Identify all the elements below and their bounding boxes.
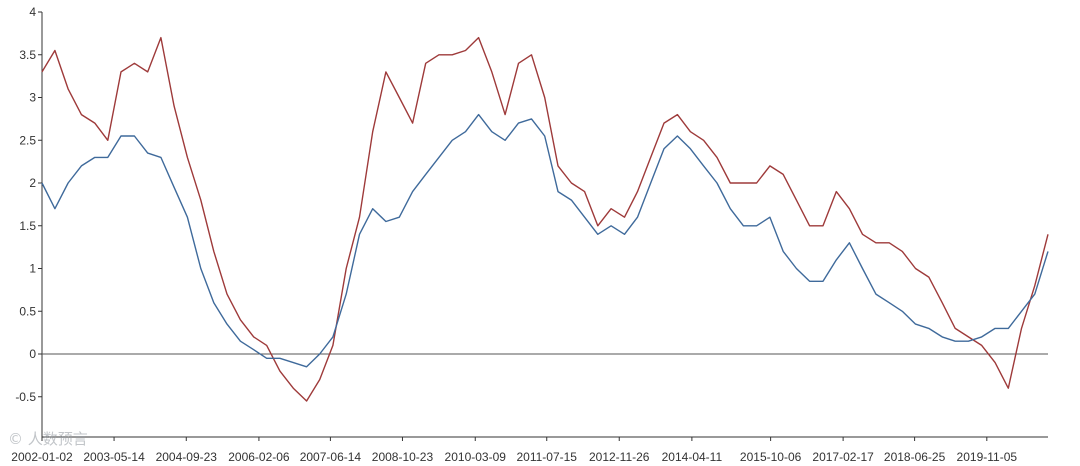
x-tick-label: 2011-07-15 [516,450,577,464]
x-tick-label: 2012-11-26 [589,450,650,464]
x-tick-label: 2008-10-23 [372,450,434,464]
x-tick-label: 2002-01-02 [11,450,73,464]
series-line-2 [41,113,1049,368]
x-tick-label: 2015-10-06 [740,450,802,464]
y-tick-label: 2 [29,176,36,190]
x-tick-label: 2010-03-09 [445,450,507,464]
x-tick-label: 2017-02-17 [812,450,874,464]
x-tick-label: 2014-04-11 [662,450,723,464]
y-tick-label: 3.5 [19,48,36,62]
y-axis: 4 3.5 3 2.5 2 1.5 1 0.5 0 -0.5 [15,5,43,437]
y-tick-label: -0.5 [15,390,36,404]
y-tick-label: 4 [29,5,36,19]
series-layer [41,36,1049,402]
x-tick-label: 2018-06-25 [884,450,946,464]
y-tick-label: 3 [29,91,36,105]
x-tick-label: 2007-06-14 [300,450,362,464]
watermark-text: © 人数预言 [8,430,88,448]
y-tick-label: 1.5 [19,219,36,233]
x-tick-label: 2006-02-06 [228,450,290,464]
y-tick-label: 1 [29,262,36,276]
x-tick-label: 2004-09-23 [156,450,218,464]
x-tick-label: 2019-11-05 [957,450,1018,464]
y-tick-label: 0 [29,347,36,361]
x-axis: 2002-01-02 2003-05-14 2004-09-23 2006-02-06… [11,436,1048,464]
x-tick-label: 2003-05-14 [83,450,145,464]
y-tick-label: 2.5 [19,133,36,147]
y-tick-label: 0.5 [19,304,36,318]
series-line-1 [41,36,1049,402]
